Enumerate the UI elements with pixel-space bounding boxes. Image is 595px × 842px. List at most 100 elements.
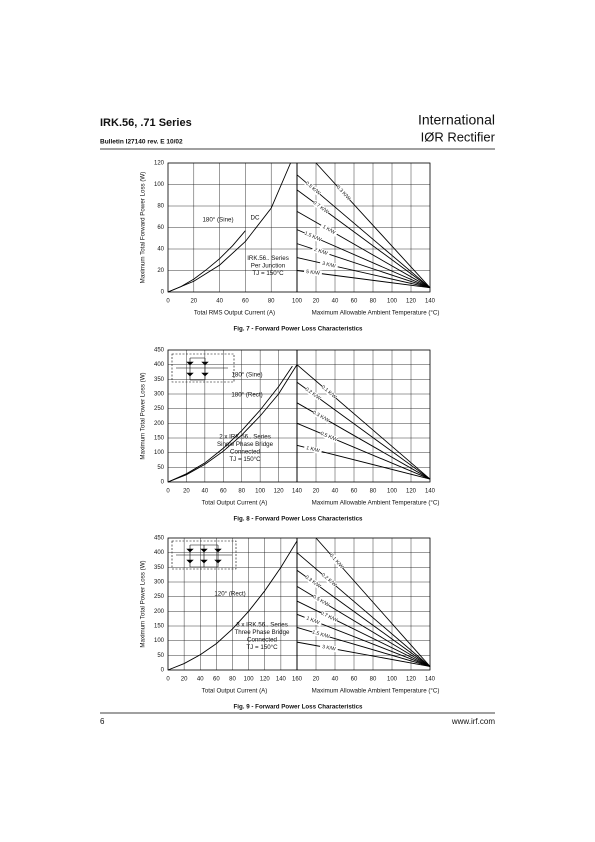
y-tick-label: 80	[157, 204, 164, 210]
y-tick-label: 200	[154, 421, 165, 427]
annotation: IRK.56.. Series	[247, 255, 289, 262]
y-axis-label: Maximum Total Forward Power Loss (W)	[140, 172, 147, 284]
series-label: 0.5 K/W	[312, 594, 331, 608]
series-line	[167, 540, 298, 671]
series-line	[296, 552, 431, 667]
circuit-icon	[171, 540, 237, 570]
annotation: TJ = 150°C	[229, 456, 261, 463]
y-tick-label: 100	[154, 182, 165, 188]
annotation: 3 x IRK.56.. Series	[236, 621, 288, 628]
y-tick-label: 450	[154, 536, 165, 542]
x-tick-label: 60	[220, 489, 227, 495]
x2-tick-label: 60	[351, 299, 358, 305]
label-backdrop	[335, 184, 352, 202]
series-line	[296, 600, 431, 667]
series-label: 0.3 K/W	[312, 410, 331, 424]
series-label: 120° (Rect)	[214, 591, 245, 598]
y-tick-label: 250	[154, 594, 165, 600]
y-tick-label: 100	[154, 638, 165, 644]
series-label: 5 K/W	[306, 269, 321, 277]
y-tick-label: 250	[154, 406, 165, 412]
series-label: 0.7 K/W	[312, 200, 330, 216]
series-line	[296, 641, 431, 667]
x2-tick-label: 40	[332, 299, 339, 305]
plot-frame	[167, 349, 431, 483]
x2-tick-label: 100	[387, 677, 398, 683]
y-tick-label: 150	[154, 436, 165, 442]
x2-tick-label: 80	[370, 677, 377, 683]
y-tick-label: 400	[154, 550, 165, 556]
annotation: Three Phase Bridge	[234, 629, 290, 636]
y-tick-label: 400	[154, 362, 165, 368]
label-backdrop	[328, 552, 345, 570]
x-tick-label: 20	[190, 299, 197, 305]
label-backdrop	[311, 629, 331, 640]
x-tick-label: 60	[213, 677, 220, 683]
label-backdrop	[319, 610, 339, 624]
series-line	[296, 364, 431, 480]
series-line	[315, 162, 431, 289]
x-tick-label: 80	[229, 677, 236, 683]
annotation: Per Junction	[251, 263, 286, 270]
x-tick-label: 80	[268, 299, 275, 305]
annotation: Connected	[247, 636, 277, 643]
label-backdrop	[303, 230, 323, 243]
series-label: 0.5 K/W	[319, 431, 338, 444]
label-backdrop	[319, 222, 339, 237]
series-label: 0.2 K/W	[304, 386, 322, 401]
figure-caption: Fig. 7 - Forward Power Loss Characterist…	[234, 326, 364, 333]
series-label: 0.3 K/W	[335, 185, 352, 202]
label-backdrop	[319, 643, 339, 653]
x2-tick-label: 120	[406, 677, 417, 683]
y-axis-label: Maximum Total Power Loss (W)	[140, 372, 147, 459]
annotation: TJ = 150°C	[246, 644, 278, 651]
series-line	[167, 365, 293, 483]
y-tick-label: 150	[154, 624, 165, 630]
x2-axis-label: Maximum Allowable Ambient Temperature (°…	[312, 310, 440, 317]
annotation: Connected	[230, 448, 260, 455]
series-label: 0.7 K/W	[319, 610, 338, 623]
series-label: 0.5 K/W	[304, 181, 322, 197]
label-backdrop	[311, 593, 331, 609]
label-backdrop	[320, 383, 338, 401]
y-tick-label: 0	[161, 668, 165, 674]
label-backdrop	[319, 259, 339, 270]
x2-tick-label: 100	[387, 299, 398, 305]
annotation: 2 x IRK.56.. Series	[219, 433, 271, 440]
x-tick-label: 140	[276, 677, 287, 683]
x-tick-label: 60	[242, 299, 249, 305]
plot-frame	[167, 162, 431, 293]
x2-tick-label: 20	[313, 677, 320, 683]
x-tick-label: 0	[166, 677, 170, 683]
x2-axis-label: Maximum Allowable Ambient Temperature (°…	[312, 688, 440, 695]
label-backdrop	[311, 245, 331, 258]
y-tick-label: 120	[154, 161, 165, 167]
series-label: 1 K/W	[321, 224, 336, 236]
label-backdrop	[303, 386, 323, 402]
x-tick-label: 0	[166, 299, 170, 305]
x-tick-label: 120	[274, 489, 285, 495]
x-axis-label: Total Output Current (A)	[202, 500, 268, 507]
x2-tick-label: 40	[332, 677, 339, 683]
label-backdrop	[303, 268, 323, 277]
x2-tick-label: 100	[387, 489, 398, 495]
x-tick-label: 100	[255, 489, 266, 495]
label-backdrop	[311, 199, 330, 216]
y-tick-label: 0	[161, 290, 165, 296]
x-tick-label: 120	[260, 677, 271, 683]
x-tick-label: 0	[166, 489, 170, 495]
x-axis-label: Total Output Current (A)	[202, 688, 268, 695]
series-label: 180° (Rect)	[231, 392, 262, 399]
page-number: 6	[100, 717, 105, 726]
label-backdrop	[320, 571, 338, 589]
x-tick-label: 20	[183, 489, 190, 495]
footer-url: www.irf.com	[451, 717, 495, 726]
doc-title: IRK.56, .71 Series	[100, 117, 192, 129]
series-line	[296, 422, 431, 480]
logo-top: International	[418, 112, 495, 128]
series-label: DC	[251, 215, 260, 222]
x2-tick-label: 140	[425, 489, 436, 495]
series-label: 0.1 K/W	[328, 553, 344, 570]
series-line	[167, 162, 291, 293]
